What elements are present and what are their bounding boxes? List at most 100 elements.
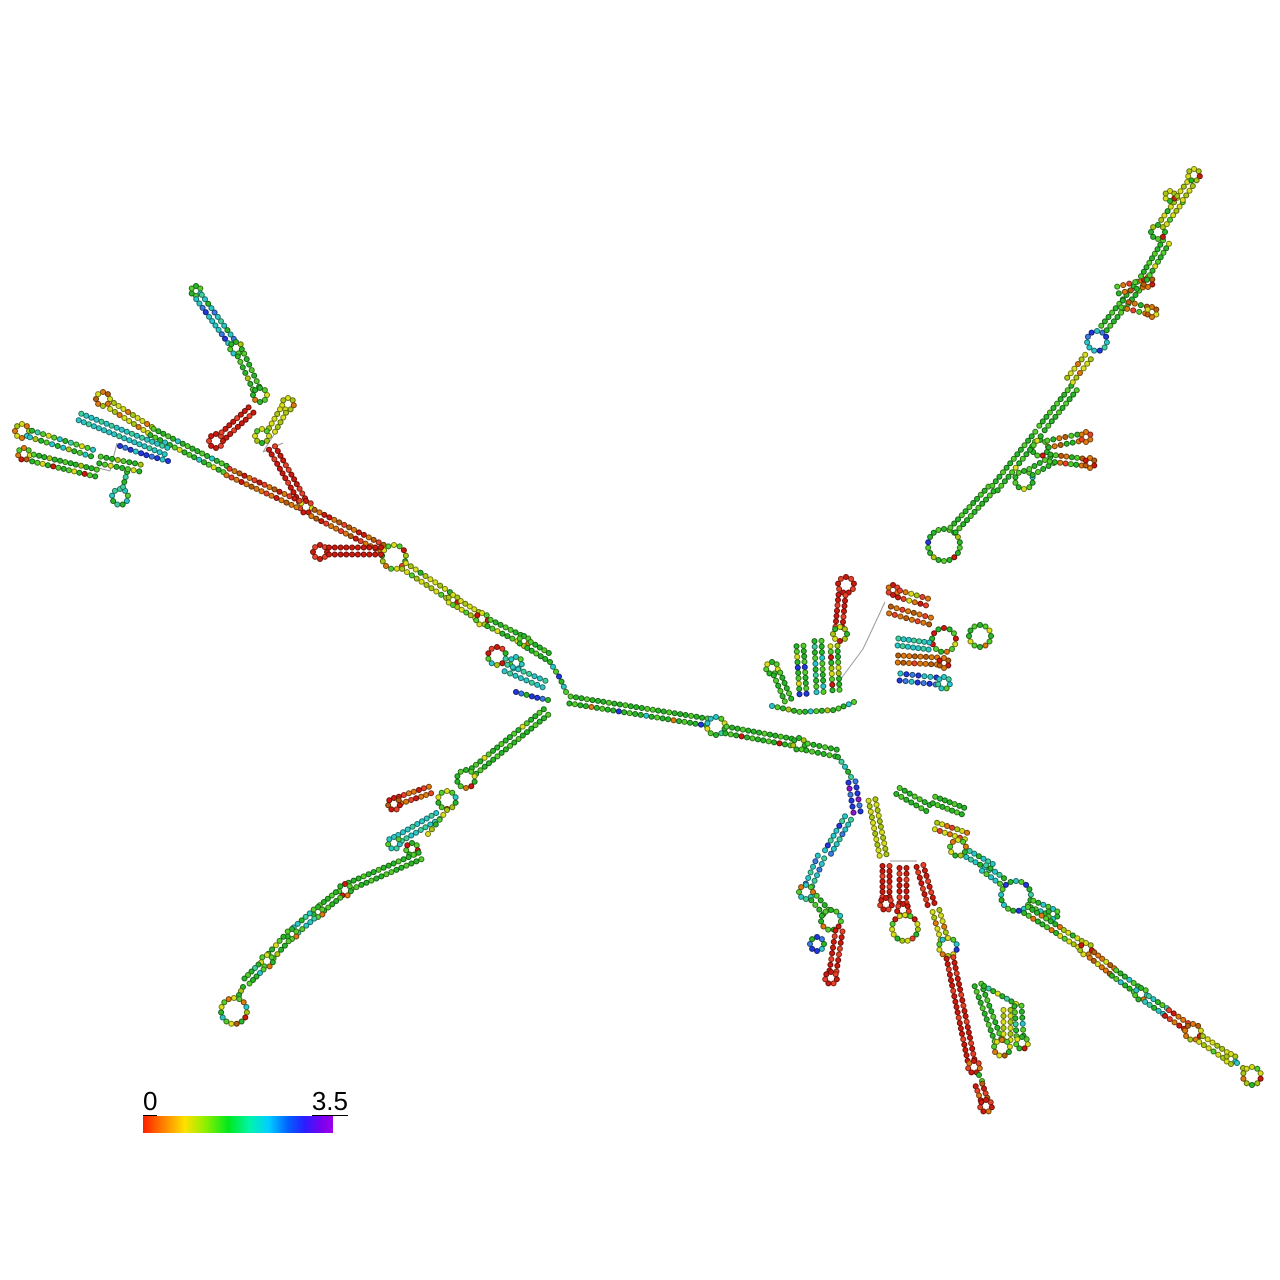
nucleotide (926, 621, 933, 628)
nucleotide (393, 866, 400, 873)
nucleotide (236, 470, 243, 477)
nucleotide (528, 693, 535, 700)
nucleotide (783, 734, 790, 741)
nucleotide (96, 460, 103, 467)
nucleotide (333, 898, 340, 904)
nucleotide (1043, 413, 1050, 420)
nucleotide (920, 645, 927, 652)
nucleotide (512, 672, 519, 679)
nucleotide (880, 834, 887, 841)
nucleotide (184, 443, 191, 450)
nucleotide (1000, 1013, 1007, 1019)
loop-segment (977, 1097, 995, 1115)
nucleotide (44, 462, 51, 469)
nucleotide (331, 551, 338, 558)
nucleotide (1151, 250, 1158, 257)
nucleotide (952, 635, 959, 642)
nucleotide (811, 638, 818, 645)
nucleotide (344, 892, 351, 899)
nucleotide (285, 479, 292, 486)
nucleotide (978, 1099, 985, 1106)
nucleotide (944, 805, 951, 812)
nucleotide (885, 906, 892, 913)
nucleotide (835, 664, 842, 671)
nucleotide (824, 842, 831, 849)
nucleotide (813, 683, 820, 690)
nucleotide (852, 778, 859, 785)
nucleotide (111, 431, 118, 438)
nucleotide (704, 720, 711, 727)
nucleotide (966, 848, 973, 854)
legend-max-label: 3.5 (311, 1086, 348, 1117)
nucleotide (228, 1020, 235, 1027)
nucleotide (1087, 455, 1093, 461)
nucleotide (1046, 458, 1053, 465)
helix-segment (524, 639, 552, 662)
nucleotide (1035, 469, 1041, 475)
nucleotide (834, 602, 841, 609)
nucleotide (1037, 433, 1044, 440)
nucleotide (1167, 198, 1173, 204)
nucleotide (222, 335, 228, 342)
nucleotide (828, 654, 834, 661)
nucleotide (925, 539, 932, 546)
nucleotide (238, 1018, 245, 1025)
nucleotide (810, 863, 816, 870)
nucleotide (413, 795, 420, 802)
nucleotide (299, 926, 306, 933)
nucleotide (801, 658, 808, 665)
nucleotide (876, 852, 883, 859)
nucleotide (467, 612, 474, 619)
nucleotide (307, 500, 314, 507)
nucleotide (471, 778, 478, 785)
nucleotide (250, 409, 257, 416)
helix-segment (895, 587, 931, 609)
nucleotide (985, 1021, 992, 1028)
nucleotide (243, 1009, 250, 1016)
nucleotide (1150, 996, 1157, 1003)
nucleotide (1087, 436, 1094, 443)
nucleotide (964, 829, 971, 836)
nucleotide (473, 617, 480, 624)
nucleotide (1015, 907, 1022, 914)
loop-segment (258, 952, 276, 970)
nucleotide (975, 994, 982, 1001)
nucleotide (960, 1036, 967, 1043)
nucleotide (1054, 913, 1061, 920)
nucleotide (293, 933, 300, 940)
nucleotide (896, 888, 903, 895)
nucleotide (1109, 309, 1116, 316)
nucleotide (98, 418, 105, 425)
nucleotide (114, 501, 121, 508)
nucleotide (215, 466, 222, 473)
nucleotide (1144, 276, 1150, 283)
nucleotide (890, 582, 896, 588)
nucleotide (723, 723, 730, 730)
nucleotide (1191, 166, 1197, 172)
nucleotide (885, 589, 892, 596)
nucleotide (196, 456, 203, 463)
nucleotide (1133, 987, 1140, 994)
nucleotide (1223, 1053, 1230, 1060)
nucleotide (1047, 918, 1054, 925)
nucleotide (900, 901, 906, 907)
nucleotide (326, 514, 333, 521)
nucleotide (1051, 459, 1058, 466)
nucleotide (899, 643, 906, 650)
nucleotide (499, 660, 506, 667)
nucleotide (833, 908, 840, 915)
nucleotide (761, 730, 768, 737)
nucleotide (1067, 370, 1074, 377)
nucleotide (1082, 462, 1089, 469)
nucleotide (266, 963, 273, 970)
nucleotide (541, 715, 547, 722)
nucleotide (1183, 192, 1190, 199)
nucleotide (298, 917, 305, 924)
nucleotide (208, 442, 215, 449)
nucleotide (396, 802, 403, 809)
nucleotide (310, 906, 317, 913)
nucleotide (948, 849, 955, 855)
nucleotide (880, 906, 887, 913)
